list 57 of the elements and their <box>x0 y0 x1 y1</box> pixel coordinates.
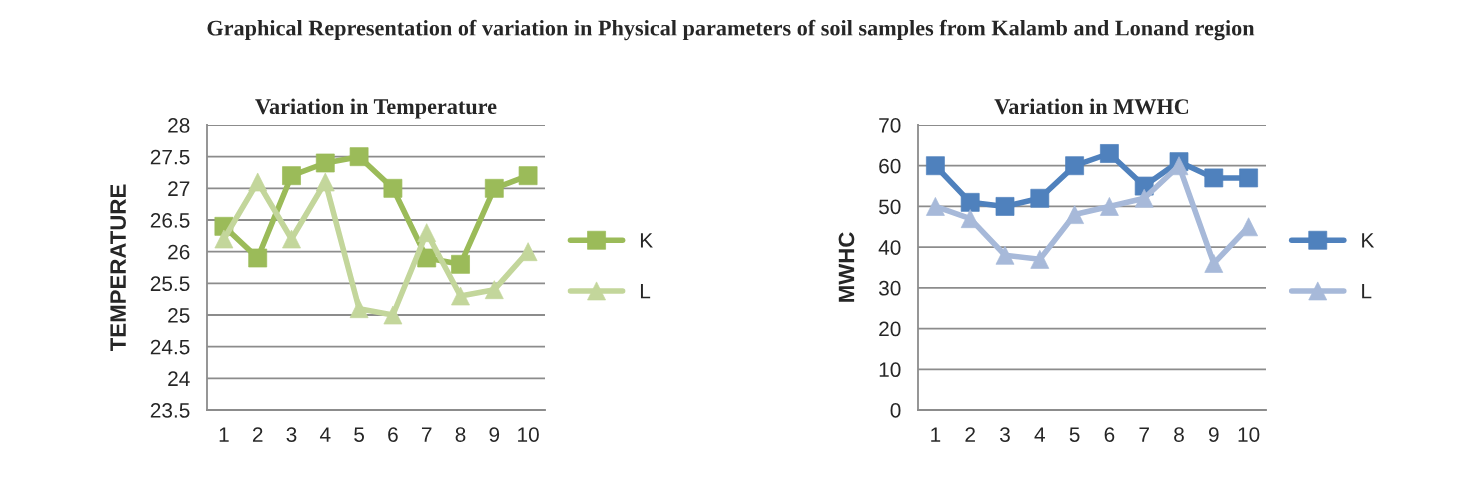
x-tick-label: 10 <box>1238 427 1260 442</box>
y-tick-label: 40 <box>878 240 901 255</box>
x-tick-label: 10 <box>518 427 539 442</box>
x-tick-label: 6 <box>1104 427 1115 442</box>
point <box>1030 188 1050 208</box>
point <box>995 197 1015 216</box>
x-tick-label: 8 <box>1174 427 1184 442</box>
y-axis-title: TEMPERATURE <box>110 184 126 351</box>
point <box>349 147 369 167</box>
y-tick-label: 60 <box>879 158 901 174</box>
y-tick-label: 26.5 <box>150 213 190 228</box>
y-tick-label: 26 <box>168 244 190 260</box>
x-tick-label: 5 <box>354 427 365 442</box>
y-axis-title: MWHC <box>838 232 855 302</box>
point <box>349 299 369 319</box>
y-tick-label: 25.5 <box>150 276 190 292</box>
y-tick-label: 23.5 <box>150 403 190 418</box>
point <box>1239 168 1258 188</box>
legend-label: K <box>1362 233 1375 248</box>
point <box>1100 144 1119 163</box>
y-tick-label: 24 <box>168 371 190 386</box>
x-tick-label: 4 <box>1034 427 1045 442</box>
x-tick-label: 8 <box>455 427 466 442</box>
y-tick-label: 30 <box>878 280 901 296</box>
x-tick-label: 6 <box>388 427 398 442</box>
y-tick-label: 0 <box>890 403 901 418</box>
y-tick-label: 70 <box>879 118 901 133</box>
x-tick-label: 4 <box>319 427 331 442</box>
point <box>417 223 437 243</box>
x-tick-label: 9 <box>1208 427 1219 442</box>
x-tick-label: 5 <box>1069 427 1080 442</box>
x-tick-label: 1 <box>219 427 229 442</box>
y-tick-label: 28 <box>168 118 190 133</box>
y-tick-label: 24.5 <box>150 339 190 355</box>
legend-label: K <box>640 233 653 248</box>
y-tick-label: 27.5 <box>150 149 190 165</box>
point <box>484 178 504 198</box>
legend-label: L <box>1362 283 1372 299</box>
x-tick-label: 2 <box>965 427 975 442</box>
x-tick-label: 2 <box>252 427 263 442</box>
legend-label: L <box>640 283 651 299</box>
y-tick-label: 10 <box>879 362 901 378</box>
x-tick-label: 3 <box>286 427 297 442</box>
x-tick-label: 3 <box>1000 427 1010 442</box>
point <box>960 209 980 229</box>
y-tick-label: 25 <box>168 308 190 323</box>
chart-title: Variation in Temperature <box>255 98 497 119</box>
chart-title: Variation in MWHC <box>994 98 1189 115</box>
x-tick-label: 1 <box>931 427 941 442</box>
text: Graphical Representation of variation in Physical parameters of soil samples from Kalamb and Lonand region <box>207 19 1255 41</box>
x-tick-label: 9 <box>489 427 500 442</box>
y-tick-label: 50 <box>879 199 901 215</box>
point <box>926 156 945 176</box>
x-tick-label: 7 <box>1139 427 1149 442</box>
y-tick-label: 20 <box>879 321 901 337</box>
y-tick-label: 27 <box>168 181 190 196</box>
x-tick-label: 7 <box>421 427 432 442</box>
